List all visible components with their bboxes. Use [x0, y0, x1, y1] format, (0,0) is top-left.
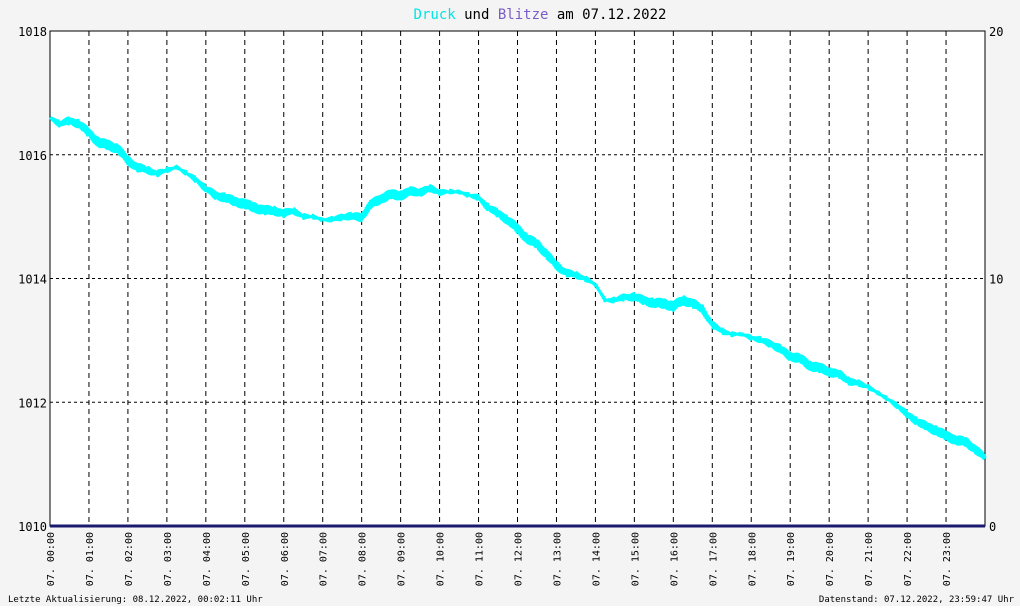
x-tick-label: 07. 18:00: [747, 532, 758, 586]
plot-area: 1010 1012 1014 1016 1018 0 10 20 07. 00:00 07. 01…: [18, 25, 1003, 586]
chart-title: Druck und Blitze am 07.12.2022: [414, 7, 667, 23]
x-tick-label: 07. 23:00: [942, 532, 953, 586]
footer-last-update: Letzte Aktualisierung: 08.12.2022, 00:02…: [8, 595, 263, 605]
x-tick-label: 07. 04:00: [202, 532, 213, 586]
x-tick-label: 07. 00:00: [46, 532, 57, 586]
title-part-0: Druck: [414, 7, 457, 23]
y-left-tick-label: 1016: [18, 149, 47, 163]
x-tick-label: 07. 05:00: [241, 532, 252, 586]
x-tick-label: 07. 07:00: [319, 532, 330, 586]
y-right-tick-label: 20: [989, 25, 1003, 39]
x-tick-label: 07. 21:00: [864, 532, 875, 586]
y-left-tick-label: 1018: [18, 25, 47, 39]
x-tick-label: 07. 01:00: [85, 532, 96, 586]
title-part-2: Blitze: [498, 7, 549, 23]
x-tick-label: 07. 14:00: [591, 532, 602, 586]
x-tick-label: 07. 08:00: [358, 532, 369, 586]
y-left-tick-label: 1010: [18, 520, 47, 534]
y-right-tick-label: 0: [989, 520, 996, 534]
x-tick-label: 07. 19:00: [786, 532, 797, 586]
footer-data-status: Datenstand: 07.12.2022, 23:59:47 Uhr: [819, 595, 1015, 605]
x-tick-label: 07. 03:00: [163, 532, 174, 586]
x-tick-label: 07. 11:00: [475, 532, 486, 586]
y-right-tick-label: 10: [989, 273, 1003, 287]
x-tick-label: 07. 06:00: [280, 532, 291, 586]
x-tick-label: 07. 09:00: [397, 532, 408, 586]
x-tick-label: 07. 17:00: [708, 532, 719, 586]
series-line-druck: [49, 116, 987, 460]
y-left-tick-label: 1012: [18, 396, 47, 410]
x-tick-label: 07. 13:00: [552, 532, 563, 586]
title-part-1: und: [456, 7, 498, 23]
title-part-3: am 07.12.2022: [548, 7, 666, 23]
x-tick-label: 07. 02:00: [124, 532, 135, 586]
x-tick-label: 07. 15:00: [630, 532, 641, 586]
x-tick-label: 07. 22:00: [903, 532, 914, 586]
y-left-tick-label: 1014: [18, 273, 47, 287]
x-tick-label: 07. 20:00: [825, 532, 836, 586]
x-tick-label: 07. 10:00: [436, 532, 447, 586]
x-tick-label: 07. 12:00: [514, 532, 525, 586]
x-tick-label: 07. 16:00: [669, 532, 680, 586]
